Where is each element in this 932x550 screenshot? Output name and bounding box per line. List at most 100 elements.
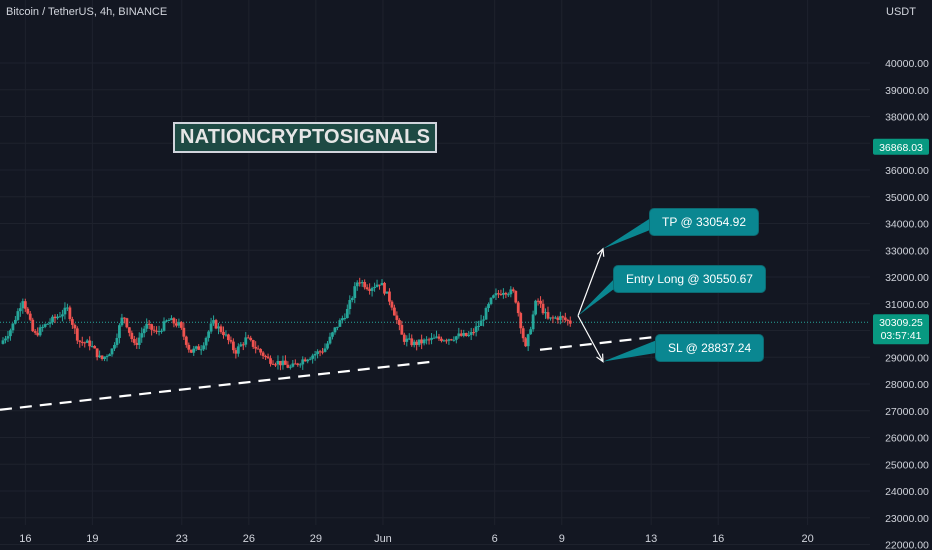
candle-up [199, 349, 203, 351]
take-profit-callout[interactable]: TP @ 33054.92 [649, 208, 760, 236]
candle-up [343, 317, 347, 319]
candle-down [392, 307, 396, 316]
support-trendline[interactable] [0, 360, 431, 411]
candle-up [6, 336, 10, 339]
time-axis[interactable]: 16 19 23 26 29 Jun 6 9 13 16 20 [19, 533, 814, 545]
candle-up [4, 338, 7, 341]
candle-up [544, 312, 547, 314]
high-price-badge-text: 36868.03 [879, 142, 923, 154]
candle-up [487, 304, 490, 309]
currency-label[interactable]: USDT [886, 6, 916, 18]
candle-up [407, 338, 411, 340]
candle-up [311, 355, 315, 359]
candle-up [534, 300, 537, 315]
candle-up [38, 327, 42, 336]
candle-up [479, 320, 483, 326]
support-trendline-extension[interactable] [539, 334, 666, 351]
price-tick-label: 36000.00 [885, 165, 929, 177]
candle-up [509, 289, 513, 295]
candle-up [140, 333, 144, 338]
stop-loss-callout[interactable]: SL @ 28837.24 [655, 334, 765, 362]
candle-down [254, 346, 258, 349]
candle-down [390, 301, 394, 308]
candle-down [551, 317, 555, 319]
candle-down [127, 327, 131, 333]
time-tick-label: 29 [310, 533, 322, 545]
candle-up [298, 364, 302, 366]
candle-up [48, 322, 52, 324]
candle-down [459, 333, 463, 336]
candle-up [452, 339, 456, 341]
candle-down [521, 328, 525, 339]
candle-up [492, 295, 495, 298]
candle-up [370, 288, 374, 291]
candle-down [383, 282, 386, 294]
candle-up [209, 323, 213, 332]
candle-down [400, 324, 404, 335]
candle-down [365, 287, 369, 290]
candle-down [378, 284, 381, 286]
candle-down [227, 334, 230, 341]
price-axis[interactable]: 22000.00 23000.00 24000.00 25000.00 26000.00… [873, 58, 929, 550]
countdown-text: 03:57:41 [881, 330, 922, 342]
candle-down [182, 327, 186, 337]
candle-up [306, 359, 310, 362]
candle-down [234, 350, 238, 354]
candle-down [68, 307, 72, 320]
candle-up [373, 286, 376, 289]
candle-up [167, 320, 171, 322]
candle-up [422, 339, 426, 344]
candle-up [105, 356, 109, 358]
entry-long-callout[interactable]: Entry Long @ 30550.67 [613, 265, 766, 293]
candle-up [333, 327, 337, 333]
candle-down [214, 320, 218, 329]
candle-up [405, 338, 409, 342]
candle-down [23, 301, 27, 309]
candle-up [442, 340, 446, 342]
candle-down [31, 319, 35, 332]
take-profit-arrow [577, 248, 604, 316]
time-tick-label: 16 [19, 533, 31, 545]
candle-up [56, 316, 59, 319]
candle-down [415, 341, 419, 345]
candle-down [516, 302, 520, 314]
candle-down [197, 346, 201, 350]
candle-down [130, 332, 134, 340]
candle-down [511, 289, 515, 291]
candle-up [435, 336, 438, 338]
candle-down [363, 282, 367, 288]
candle-down [561, 316, 565, 318]
candle-down [249, 337, 253, 341]
candle-up [338, 320, 342, 327]
candle-down [388, 291, 391, 302]
price-tick-label: 24000.00 [885, 486, 929, 498]
candle-up [202, 345, 206, 350]
candle-up [454, 336, 458, 340]
candle-down [251, 340, 255, 347]
candle-down [78, 340, 82, 342]
candle-down [546, 312, 550, 319]
candle-up [345, 308, 349, 318]
candle-up [462, 332, 466, 336]
candle-up [529, 329, 533, 335]
candle-up [474, 326, 478, 333]
candle-down [566, 319, 570, 321]
candle-up [417, 339, 421, 345]
candle-down [437, 336, 441, 339]
candle-up [207, 331, 211, 338]
candle-down [524, 338, 528, 347]
candle-down [536, 300, 540, 302]
candle-down [499, 294, 503, 296]
candle-up [494, 293, 498, 296]
price-tick-label: 40000.00 [885, 58, 929, 70]
candle-down [464, 332, 468, 336]
candle-up [145, 323, 149, 329]
candle-up [328, 336, 332, 344]
candle-down [539, 300, 542, 304]
candle-up [115, 337, 119, 345]
take-profit-pointer [603, 212, 660, 249]
candle-down [70, 319, 74, 325]
candle-up [162, 321, 166, 331]
symbol-title[interactable]: Bitcoin / TetherUS, 4h, BINANCE [6, 6, 168, 18]
